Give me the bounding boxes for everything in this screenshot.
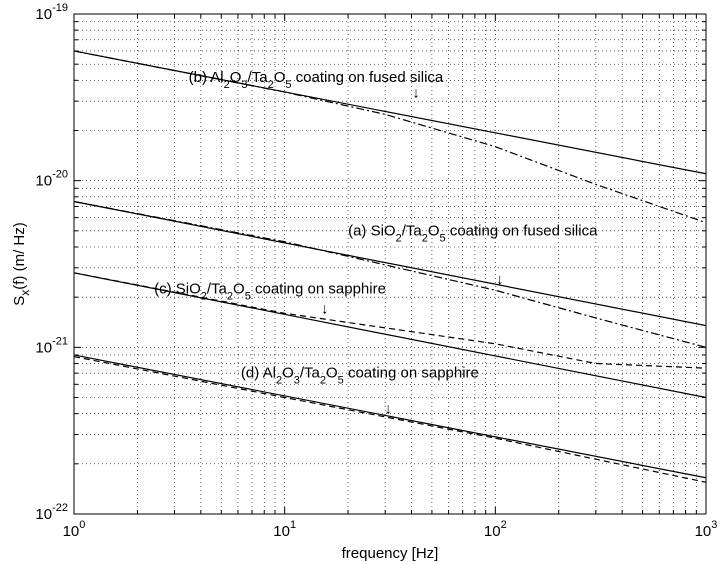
annotation-3: (c) SiO2/Ta2O5 coating on sapphire [154,281,386,303]
annotation-1: (b) Al2O3/Ta2O5 coating on fused silica [189,69,444,91]
x-tick-label: 102 [484,519,507,540]
y-axis-label: Sx(f) (m/ Hz) [11,222,32,306]
annotations: (b) Al2O3/Ta2O5 coating on fused silica↓… [154,69,598,418]
y-axis-label-sub: x [18,290,32,296]
annotation-arrow-2: ↓ [496,271,504,288]
tick-labels: 100 101 102 103 10-22 10-21 10-20 10-19 [35,2,717,540]
y-tick-label: 10-22 [35,502,68,523]
series-line-7 [73,354,707,479]
x-tick-label: 101 [273,519,296,540]
x-tick-label: 103 [695,519,718,540]
y-tick-label: 10-21 [35,335,68,356]
plot-frame [73,13,707,515]
y-axis-label-s: S [11,296,28,306]
series-line-2 [73,50,707,224]
series-line-8 [73,356,707,483]
y-tick-label: 10-19 [35,2,68,23]
annotation-arrow-4: ↓ [384,401,392,418]
y-tick-label: 10-20 [35,169,68,190]
x-tick-label: 100 [63,519,86,540]
annotation-arrow-3: ↓ [321,300,329,317]
annotation-2: (a) SiO2/Ta2O5 coating on fused silica [348,222,598,244]
series-line-5 [73,272,707,399]
x-axis-label: frequency [Hz] [342,545,439,562]
y-axis-label-rest: (f) (m/ Hz) [11,222,28,289]
series-group [73,50,707,483]
grid [74,14,706,514]
series-line-4 [73,200,707,348]
annotation-arrow-1: ↓ [412,85,420,102]
annotation-4: (d) Al2O3/Ta2O5 coating on sapphire [241,364,479,386]
series-line-6 [73,272,707,369]
